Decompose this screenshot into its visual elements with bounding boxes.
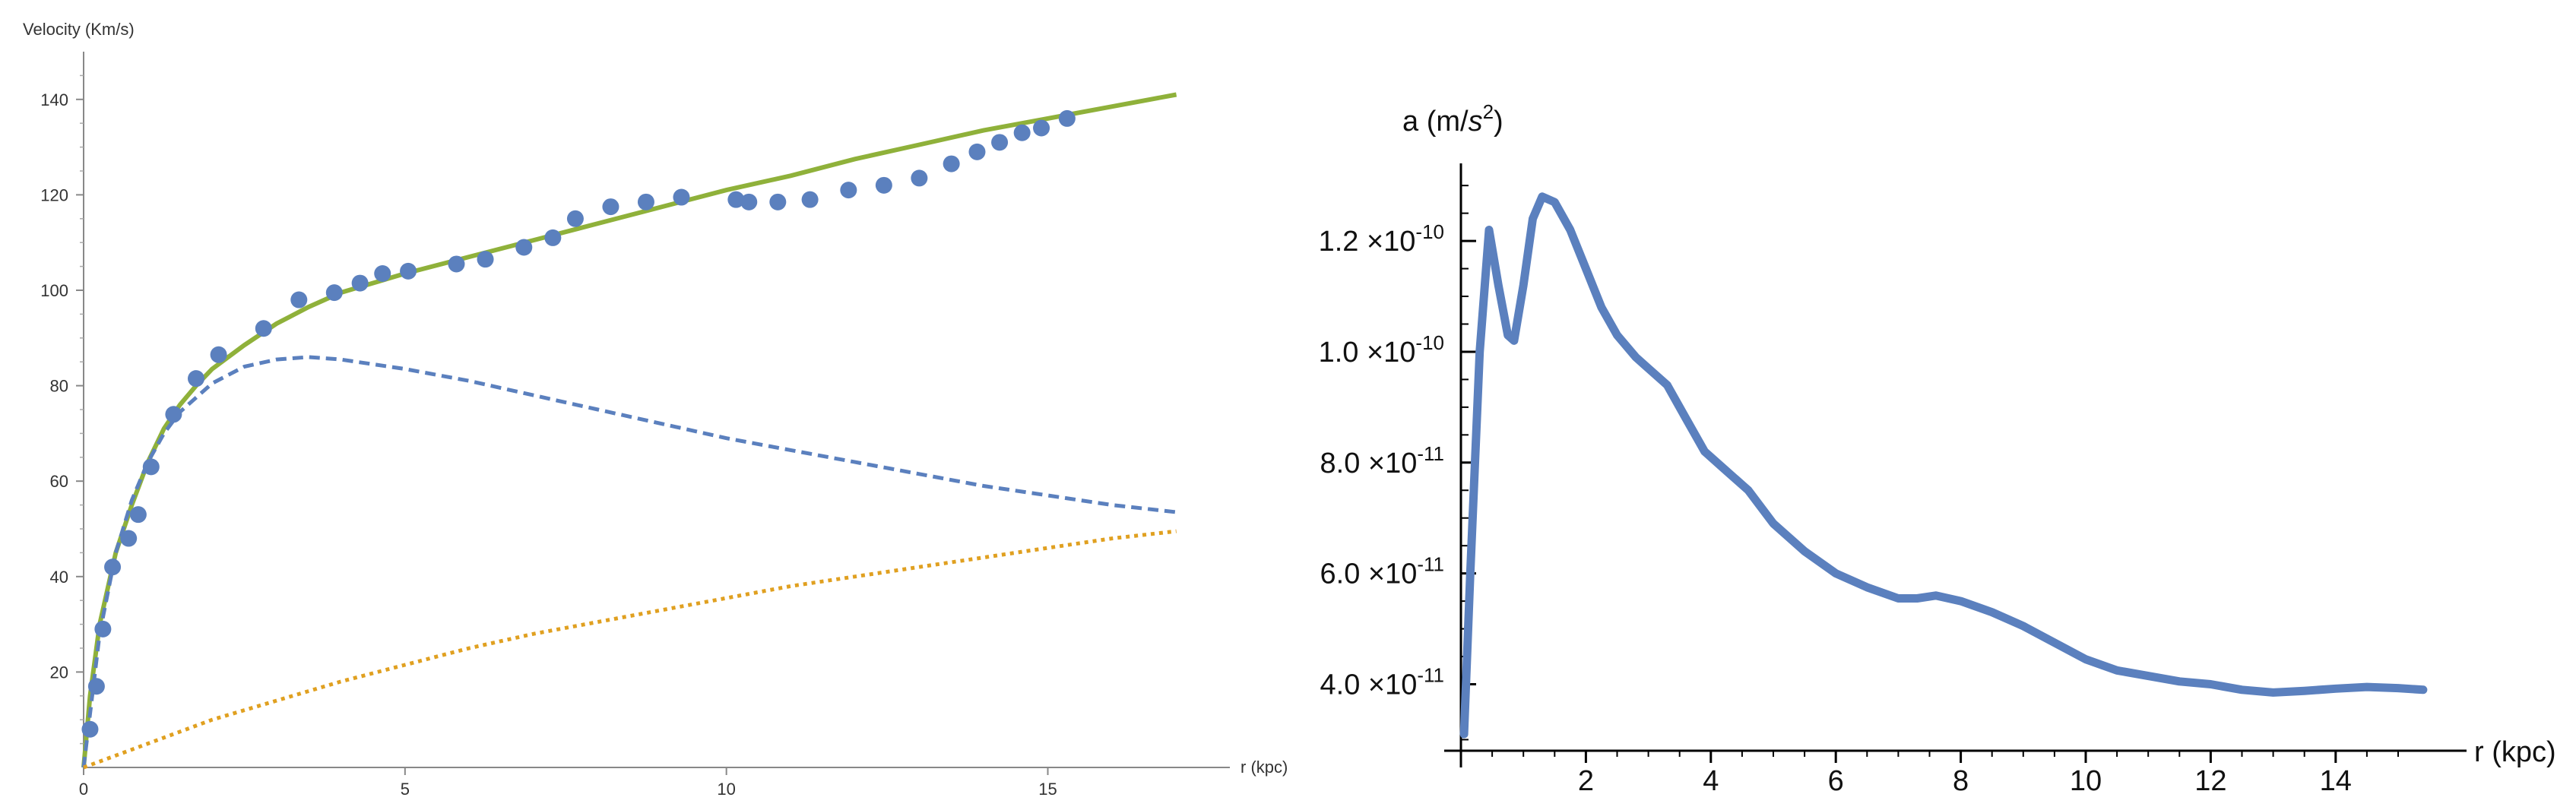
right-minor-ticks (1461, 185, 2399, 757)
acceleration-chart: 2 4 6 8 10 12 14 4.0 ×10-11 6.0 ×10-11 8.0 ×10-1… (1319, 100, 2556, 797)
right-x-axis-label: r (kpc) (2474, 736, 2556, 768)
left-x-axis-label: r (kpc) (1240, 758, 1288, 777)
data-point (325, 284, 343, 302)
right-y-ticks: 4.0 ×10-11 6.0 ×10-11 8.0 ×10-11 1.0 ×10-10… (1319, 220, 1476, 701)
total-velocity-line (81, 92, 1177, 768)
right-series (1459, 192, 2428, 739)
data-point (875, 176, 892, 194)
left-x-tick-label: 10 (717, 780, 735, 799)
dashed-velocity-line (81, 355, 1177, 768)
data-point (740, 193, 758, 210)
left-y-tick-label: 60 (50, 472, 68, 491)
right-y-tick-label: 8.0 ×10-11 (1320, 442, 1445, 479)
data-point (400, 262, 417, 280)
right-x-tick-label: 6 (1828, 765, 1844, 797)
velocity-chart: 0 5 10 15 20 40 60 80 100 120 140 Velocity (Km/s)… (23, 20, 1288, 799)
left-y-tick-label: 40 (50, 568, 68, 587)
data-point (81, 720, 99, 738)
data-point (104, 558, 122, 576)
left-y-tick-label: 100 (40, 281, 68, 300)
data-point (673, 188, 690, 206)
right-y-tick-label: 1.0 ×10-10 (1319, 331, 1444, 369)
data-point (351, 274, 369, 292)
data-point (769, 193, 787, 210)
data-point (477, 251, 494, 268)
data-point (1013, 124, 1031, 141)
data-point (374, 265, 391, 283)
right-x-tick-label: 2 (1578, 765, 1594, 797)
data-point (129, 506, 147, 524)
right-y-label-unit: s (1469, 106, 1483, 138)
right-x-tick-label: 14 (2320, 765, 2352, 797)
left-x-tick-label: 5 (401, 780, 410, 799)
left-y-tick-label: 80 (50, 377, 68, 396)
right-x-tick-label: 12 (2194, 765, 2226, 797)
right-x-tick-label: 8 (1953, 765, 1969, 797)
right-y-tick-label: 4.0 ×10-11 (1320, 663, 1445, 701)
data-point (1033, 119, 1050, 137)
acceleration-line (1459, 192, 2428, 739)
data-point (544, 229, 562, 246)
data-point (727, 191, 745, 208)
data-point (448, 255, 465, 273)
data-point (187, 370, 204, 388)
right-x-tick-label: 10 (2070, 765, 2102, 797)
dotted-velocity-line (83, 529, 1177, 770)
data-point (87, 678, 105, 695)
right-x-ticks: 2 4 6 8 10 12 14 (1578, 751, 2352, 797)
left-series (81, 92, 1177, 770)
right-y-axis-label: a (m/s2) (1402, 100, 1503, 138)
right-y-label-base: a (m/ (1402, 106, 1469, 138)
data-point (210, 346, 227, 363)
data-point (566, 210, 584, 227)
data-point (991, 134, 1009, 151)
data-point (515, 239, 533, 256)
data-point (943, 155, 960, 172)
right-y-tick-label: 1.2 ×10-10 (1319, 220, 1444, 258)
left-y-axis-label: Velocity (Km/s) (23, 20, 135, 39)
left-x-tick-label: 15 (1038, 780, 1057, 799)
left-y-tick-label: 140 (40, 90, 68, 109)
data-point (165, 406, 182, 423)
right-y-label-tail: ) (1494, 106, 1503, 138)
left-y-tick-label: 120 (40, 185, 68, 204)
right-y-label-exp: 2 (1483, 100, 1494, 123)
data-point (94, 620, 112, 638)
data-point (840, 182, 857, 199)
data-point (120, 530, 138, 547)
data-point (255, 320, 272, 337)
data-point (142, 458, 160, 476)
data-point (637, 193, 654, 210)
left-y-tick-label: 20 (50, 663, 68, 682)
data-point (911, 169, 928, 187)
data-point (801, 191, 819, 208)
left-x-tick-label: 0 (79, 780, 88, 799)
left-x-ticks: 0 5 10 15 (79, 767, 1057, 799)
right-y-tick-label: 6.0 ×10-11 (1320, 553, 1445, 590)
left-y-ticks: 20 40 60 80 100 120 140 (40, 74, 84, 745)
data-point (290, 291, 308, 308)
right-x-tick-label: 4 (1703, 765, 1719, 797)
data-point (968, 143, 986, 160)
data-point (602, 198, 619, 216)
data-point (1058, 109, 1076, 127)
